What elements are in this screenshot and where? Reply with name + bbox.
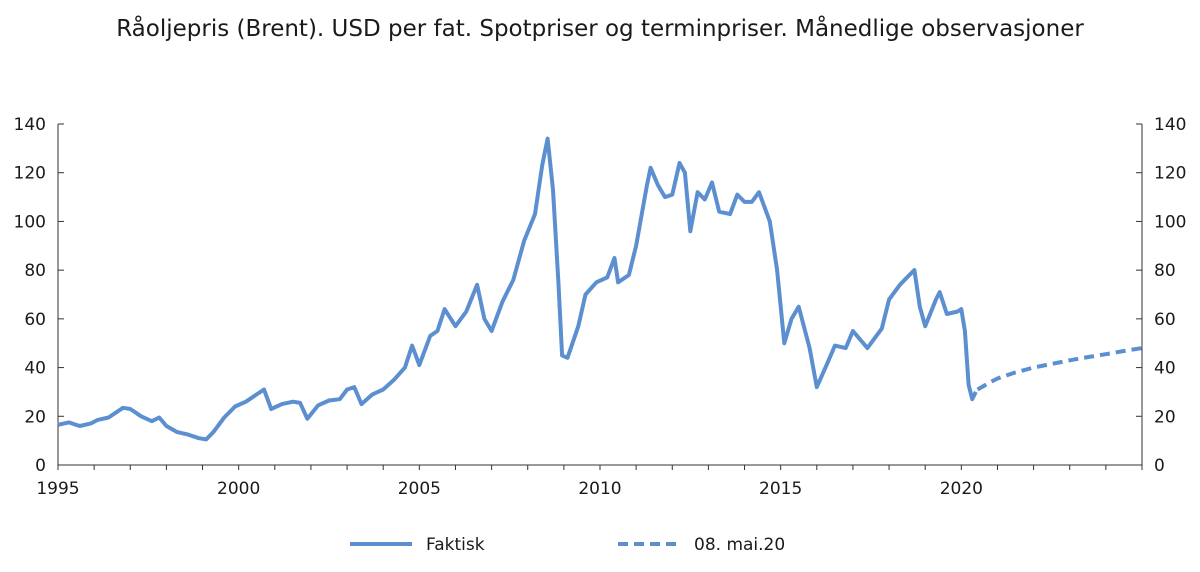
series-line-forward — [976, 346, 1143, 392]
y-tick-label-right: 100 — [1154, 212, 1186, 232]
y-tick-label-right: 120 — [1154, 164, 1186, 184]
y-tick-label-right: 0 — [1154, 456, 1165, 476]
x-tick-label: 2005 — [398, 479, 441, 499]
y-tick-label-right: 40 — [1154, 359, 1176, 379]
y-tick-label-left: 60 — [24, 310, 46, 330]
y-tick-label-right: 20 — [1154, 407, 1176, 427]
x-tick-label: 2015 — [759, 479, 802, 499]
y-tick-label-left: 40 — [24, 359, 46, 379]
legend-label: Faktisk — [426, 535, 485, 555]
y-tick-label-left: 120 — [14, 164, 46, 184]
y-tick-label-left: 140 — [14, 115, 46, 135]
y-tick-label-left: 80 — [24, 261, 46, 281]
chart-title: Råoljepris (Brent). USD per fat. Spotpri… — [116, 16, 1084, 42]
x-tick-label: 1995 — [36, 479, 79, 499]
y-tick-label-left: 20 — [24, 407, 46, 427]
y-tick-label-right: 80 — [1154, 261, 1176, 281]
series-line-actual — [57, 136, 978, 442]
legend-label: 08. mai.20 — [694, 535, 785, 555]
y-tick-label-left: 0 — [35, 456, 46, 476]
x-tick-label: 2020 — [940, 479, 983, 499]
y-tick-label-right: 60 — [1154, 310, 1176, 330]
y-tick-label-left: 100 — [14, 212, 46, 232]
y-tick-label-right: 140 — [1154, 115, 1186, 135]
x-tick-label: 2010 — [578, 479, 621, 499]
x-tick-label: 2000 — [217, 479, 260, 499]
